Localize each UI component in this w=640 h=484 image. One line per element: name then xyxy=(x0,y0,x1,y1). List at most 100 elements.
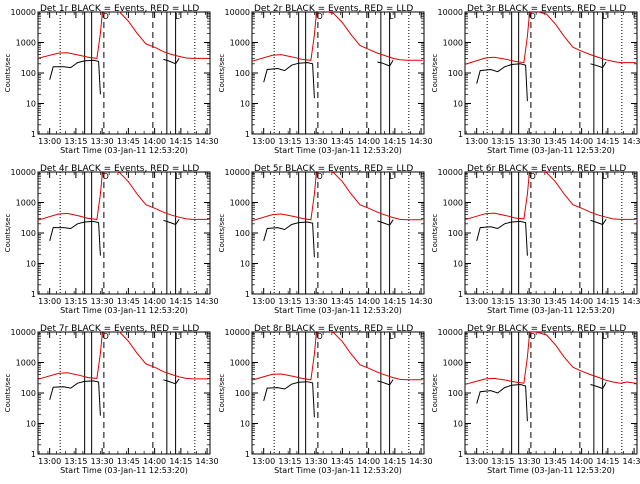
series-line-events xyxy=(49,220,101,256)
x-tick-label: 13:30 xyxy=(91,297,114,306)
plot-frame xyxy=(37,331,211,455)
y-tick-label: 1 xyxy=(31,290,36,299)
detector-panel: Det 3r BLACK = Events, RED = LLD 1 10 100 10… xyxy=(431,4,640,155)
x-tick-label: 14:15 xyxy=(596,457,619,466)
y-tick-label: 10 xyxy=(453,420,463,429)
x-tick-label: 14:30 xyxy=(410,297,433,306)
series-line-events xyxy=(263,381,315,418)
y-tick-label: 10 xyxy=(240,420,250,429)
x-tick-label: 13:45 xyxy=(544,137,567,146)
y-axis-label: Counts/sec xyxy=(4,374,12,413)
x-tick-label: 14:15 xyxy=(169,137,192,146)
x-tick-label: 13:15 xyxy=(491,297,514,306)
panel-title: Det 3r BLACK = Events, RED = LLD xyxy=(467,4,626,14)
series-line-events xyxy=(476,220,528,256)
y-axis-label: Counts/sec xyxy=(431,54,439,93)
series-line-events xyxy=(476,383,528,422)
x-tick-label: 13:30 xyxy=(305,137,328,146)
y-tick-label: 10000 xyxy=(11,8,36,17)
y-tick-label: 1 xyxy=(458,450,463,459)
y-tick-label: 10 xyxy=(26,420,36,429)
x-tick-label: 14:00 xyxy=(570,457,593,466)
y-tick-label: 1000 xyxy=(16,39,36,48)
y-tick-label: 10000 xyxy=(225,8,250,17)
plot-frame xyxy=(251,331,425,455)
x-tick-label: 13:00 xyxy=(465,457,488,466)
x-tick-label: 13:00 xyxy=(252,457,275,466)
plot-frame xyxy=(251,171,425,295)
x-tick-label: 13:15 xyxy=(64,137,87,146)
x-tick-label: 13:45 xyxy=(331,137,354,146)
x-tick-label: 14:15 xyxy=(383,297,406,306)
detector-panel: Det 5r BLACK = Events, RED = LLD 1 10 100 10… xyxy=(218,164,433,315)
x-tick-label: 14:00 xyxy=(570,137,593,146)
series-line-events xyxy=(163,58,180,65)
series-line-events xyxy=(377,219,394,226)
x-tick-label: 13:30 xyxy=(91,137,114,146)
series-line-lld xyxy=(252,332,423,381)
y-axis-label: Counts/sec xyxy=(4,54,12,93)
x-tick-label: 13:00 xyxy=(38,297,61,306)
detector-panel: Det 6r BLACK = Events, RED = LLD 1 10 100 10… xyxy=(431,164,640,315)
series-line-events xyxy=(49,380,101,416)
y-tick-label: 1000 xyxy=(16,199,36,208)
annotation-marker: O xyxy=(316,12,322,21)
x-tick-label: 13:15 xyxy=(278,297,301,306)
series-line-events xyxy=(476,63,528,102)
x-tick-label: 13:00 xyxy=(38,137,61,146)
x-tick-label: 13:00 xyxy=(252,137,275,146)
x-tick-label: 14:15 xyxy=(596,297,619,306)
y-tick-label: 1 xyxy=(31,450,36,459)
panel-title: Det 7r BLACK = Events, RED = LLD xyxy=(40,324,199,334)
series-line-lld xyxy=(38,172,209,221)
x-tick-label: 14:15 xyxy=(169,297,192,306)
x-tick-label: 13:30 xyxy=(305,297,328,306)
series-line-lld xyxy=(465,172,636,221)
y-tick-label: 10000 xyxy=(225,168,250,177)
x-tick-label: 14:30 xyxy=(196,297,219,306)
y-axis-label: Counts/sec xyxy=(218,214,226,253)
annotation-marker: O xyxy=(316,332,322,341)
plot-frame xyxy=(464,331,638,455)
panel-title: Det 4r BLACK = Events, RED = LLD xyxy=(40,164,199,174)
series-line-events xyxy=(263,221,315,258)
annotation-marker: L xyxy=(175,12,180,21)
y-tick-label: 1000 xyxy=(230,39,250,48)
y-tick-label: 1 xyxy=(245,290,250,299)
x-axis-label: Start Time (03-Jan-11 12:53:20) xyxy=(274,466,402,475)
y-axis-label: Counts/sec xyxy=(218,374,226,413)
annotation-marker: L xyxy=(175,332,180,341)
series-line-lld xyxy=(465,12,636,65)
y-tick-label: 10 xyxy=(453,100,463,109)
annotation-marker: O xyxy=(102,12,108,21)
y-tick-label: 10000 xyxy=(225,328,250,337)
y-tick-label: 1000 xyxy=(443,199,463,208)
annotation-marker: L xyxy=(602,172,607,181)
panel-title: Det 5r BLACK = Events, RED = LLD xyxy=(254,164,413,174)
x-tick-label: 14:15 xyxy=(169,457,192,466)
series-line-events xyxy=(163,378,180,385)
series-line-lld xyxy=(38,332,209,380)
y-tick-label: 10000 xyxy=(438,168,463,177)
x-axis-label: Start Time (03-Jan-11 12:53:20) xyxy=(274,306,402,315)
y-tick-label: 100 xyxy=(21,389,36,398)
y-tick-label: 10 xyxy=(26,100,36,109)
annotation-marker: L xyxy=(602,332,607,341)
x-tick-label: 13:15 xyxy=(64,457,87,466)
panel-title: Det 2r BLACK = Events, RED = LLD xyxy=(254,4,413,14)
x-tick-label: 13:45 xyxy=(117,137,140,146)
x-axis-label: Start Time (03-Jan-11 12:53:20) xyxy=(487,146,615,155)
x-tick-label: 13:45 xyxy=(544,297,567,306)
y-tick-label: 1 xyxy=(245,130,250,139)
x-tick-label: 13:15 xyxy=(278,137,301,146)
y-tick-label: 10000 xyxy=(11,328,36,337)
annotation-marker: O xyxy=(529,12,535,21)
x-axis-label: Start Time (03-Jan-11 12:53:20) xyxy=(60,146,188,155)
panel-title: Det 6r BLACK = Events, RED = LLD xyxy=(467,164,626,174)
x-tick-label: 14:30 xyxy=(410,137,433,146)
detector-panel: Det 7r BLACK = Events, RED = LLD 1 10 100 10… xyxy=(4,324,219,475)
y-axis-label: Counts/sec xyxy=(431,214,439,253)
series-line-lld xyxy=(465,332,636,385)
y-axis-label: Counts/sec xyxy=(431,374,439,413)
